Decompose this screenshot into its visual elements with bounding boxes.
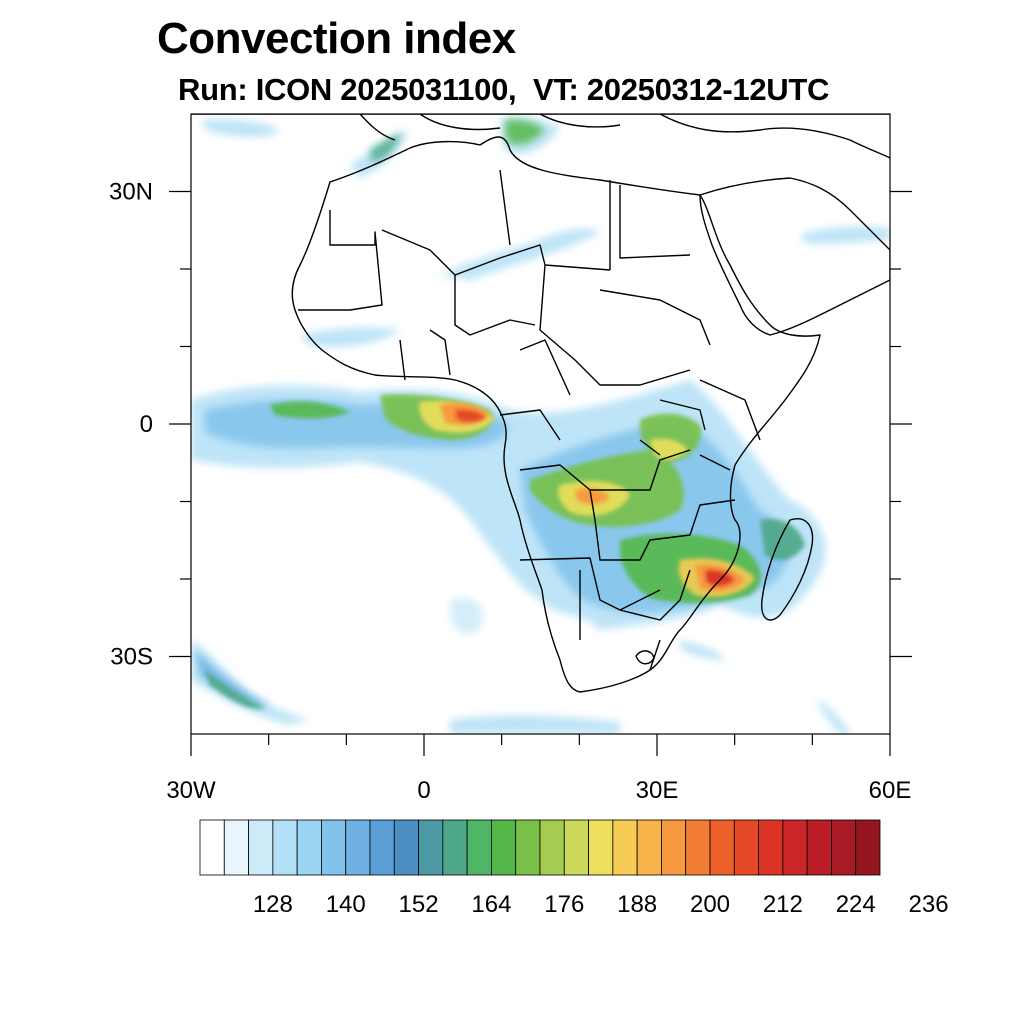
colorbar-swatch [806,819,832,876]
colorbar-tick-label: 140 [326,891,366,918]
colorbar-swatch [782,819,808,876]
colorbar-swatch [442,819,468,876]
colorbar-swatch [223,819,249,876]
colorbar-labels: 128 140 152 164 176 188 200 212 224 236 [253,891,949,918]
colorbar-swatch [296,819,322,876]
colorbar-swatch [636,819,662,876]
colorbar-swatch [199,819,225,876]
colorbar-tick-label: 152 [399,891,439,918]
colorbar-swatch [831,819,857,876]
colorbar-swatch [345,819,371,876]
colorbar-swatch [393,819,419,876]
colorbar-swatch [491,819,517,876]
field-red [440,403,745,592]
colorbar-swatch [321,819,347,876]
colorbar-tick-label: 176 [544,891,584,918]
colorbar-swatch [855,819,881,876]
europe-coastline [191,114,890,159]
colorbar-swatch [248,819,274,876]
madagascar-coastline [761,518,814,621]
lon-tick-label: 0 [417,777,430,804]
colorbar-tick-label: 224 [836,891,876,918]
lesotho-border [635,650,655,665]
colorbar-swatch [515,819,541,876]
colorbar-swatch [539,819,565,876]
map-subtitle: Run: ICON 2025031100, VT: 20250312-12UTC [178,72,830,107]
lon-tick-label: 30W [166,777,216,804]
lat-tick-label: 30N [109,179,153,206]
colorbar-tick-label: 188 [617,891,657,918]
colorbar-tick-label: 236 [909,891,949,918]
lat-tick-label: 30S [110,644,153,671]
colorbar-swatch [661,819,687,876]
colorbar-tick-label: 200 [690,891,730,918]
convection-field [191,117,890,734]
colorbar-swatch [418,819,444,876]
axis-ticks [169,190,912,756]
colorbar-swatch [733,819,759,876]
colorbar-swatch [685,819,711,876]
colorbar-swatch [758,819,784,876]
axis-tick-labels: 30W 0 30E 60E 30N 0 30S [109,179,911,805]
colorbar-swatch [272,819,298,876]
colorbar-swatch [709,819,735,876]
colorbar-tick-label: 212 [763,891,803,918]
lon-tick-label: 60E [869,777,912,804]
africa-coastline [291,136,821,693]
colorbar-tick-label: 128 [253,891,293,918]
colorbar-swatch [369,819,395,876]
country-borders [298,169,761,671]
map-title: Convection index [157,14,516,63]
colorbar-swatch [612,819,638,876]
colorbar [199,819,881,876]
arabia-coastline [699,177,890,336]
colorbar-swatch [466,819,492,876]
lat-tick-label: 0 [140,411,153,438]
coastlines-and-borders [191,114,890,693]
colorbar-tick-label: 164 [471,891,511,918]
colorbar-swatch [588,819,614,876]
lon-tick-label: 30E [636,777,679,804]
colorbar-swatch [563,819,589,876]
